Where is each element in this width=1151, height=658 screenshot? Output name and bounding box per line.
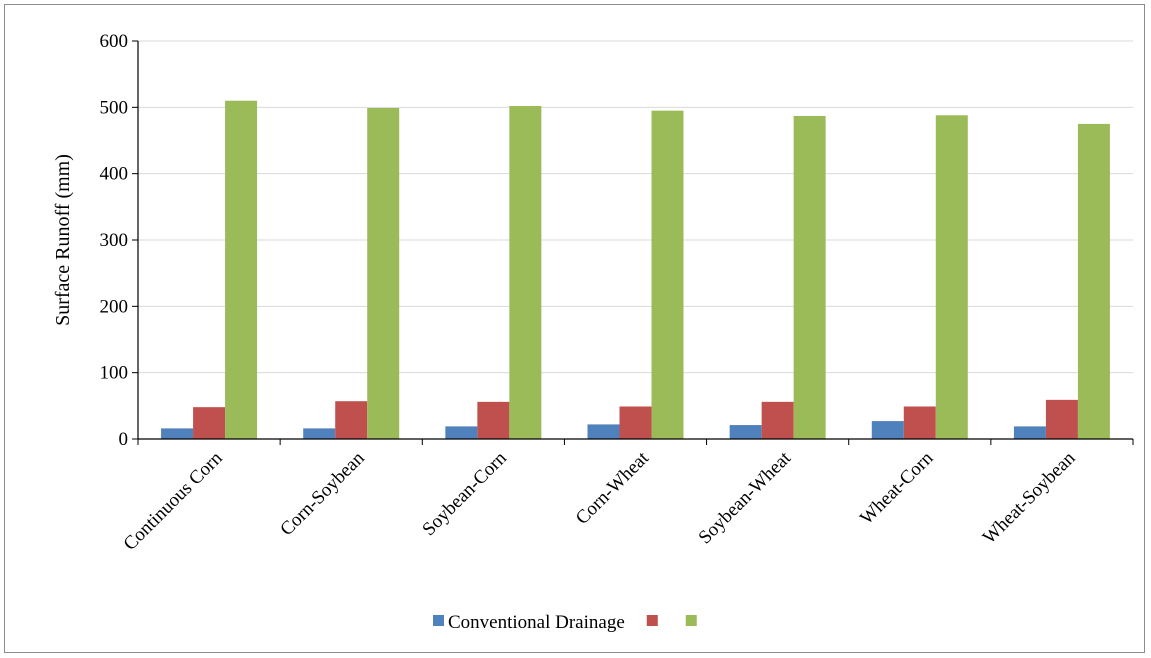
x-tick-label: Soybean-Wheat — [695, 447, 796, 548]
bar — [871, 421, 904, 439]
bar — [793, 115, 826, 439]
bar — [509, 106, 542, 440]
legend-swatch — [685, 615, 697, 626]
gridlines — [138, 40, 1133, 374]
x-tick-label: Soybean-Corn — [418, 447, 511, 540]
y-tick-label: 0 — [119, 429, 129, 450]
bar — [619, 406, 652, 439]
x-tick-label: Corn-Soybean — [276, 447, 369, 540]
y-axis-label: Surface Runoff (mm) — [52, 154, 74, 326]
y-tick-label: 300 — [100, 230, 129, 251]
bars — [161, 100, 1110, 440]
bar — [761, 401, 794, 439]
y-tick-label: 200 — [100, 296, 129, 317]
bar — [477, 401, 510, 439]
bar — [335, 401, 368, 439]
y-tick-label: 600 — [100, 31, 129, 52]
axes — [132, 40, 1134, 445]
x-tick-label: Continuous Corn — [120, 447, 227, 554]
y-tick-label: 500 — [100, 97, 129, 118]
x-tick-label: Corn-Wheat — [572, 447, 654, 529]
bar — [935, 115, 968, 439]
bar — [1045, 399, 1078, 439]
bar — [729, 425, 762, 439]
legend-swatch — [433, 615, 444, 626]
legend-label: Conventional Drainage — [448, 612, 625, 633]
y-tick-label: 100 — [100, 363, 129, 384]
bar — [193, 407, 226, 439]
legend: Conventional Drainage — [433, 612, 697, 633]
bar — [903, 406, 936, 439]
bar — [303, 428, 336, 439]
x-tick-label: Wheat-Corn — [856, 447, 938, 529]
bar — [1013, 426, 1046, 439]
bar — [161, 428, 194, 439]
y-tick-labels: 0 100 200 300 400 500 600 — [100, 31, 129, 450]
x-tick-label: Wheat-Soybean — [979, 447, 1080, 548]
y-tick-label: 400 — [100, 164, 129, 185]
bar — [587, 424, 620, 439]
legend-swatch — [646, 615, 658, 626]
bar — [225, 100, 258, 439]
bar — [445, 426, 478, 439]
bar — [651, 110, 684, 440]
x-tick-labels: Continuous Corn Corn-Soybean Soybean-Corn C… — [120, 447, 1080, 555]
bar — [1077, 123, 1110, 440]
bar — [367, 107, 400, 439]
